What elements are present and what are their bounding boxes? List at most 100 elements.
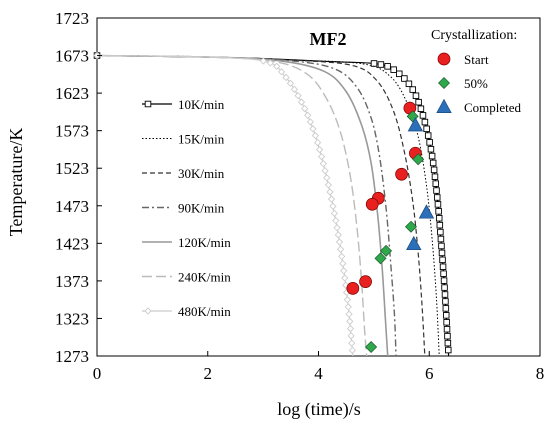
x-tick-label: 4 bbox=[314, 364, 323, 383]
series-line-90k-min bbox=[96, 54, 397, 357]
series-line-240k-min bbox=[96, 54, 368, 357]
series-point bbox=[343, 296, 352, 304]
marker-legend-label: 50% bbox=[464, 76, 488, 91]
series-point bbox=[294, 92, 302, 100]
ticks-layer: 0 2 4 6 8 1273 1323 1373 1423 1473 1523 1573 1623 167… bbox=[55, 9, 544, 383]
legend-label: 30K/min bbox=[178, 166, 225, 181]
series-point bbox=[438, 249, 446, 257]
series-point bbox=[433, 187, 440, 194]
series-point bbox=[332, 216, 340, 225]
series-point bbox=[396, 70, 403, 78]
series-point bbox=[340, 267, 348, 275]
series-point bbox=[321, 167, 329, 175]
series-point bbox=[277, 68, 286, 76]
series-point bbox=[313, 138, 322, 147]
series-point bbox=[442, 312, 450, 319]
x-tick-label: 8 bbox=[536, 364, 545, 383]
marker-legend-label: Completed bbox=[464, 100, 522, 115]
series-point bbox=[444, 332, 451, 340]
series-point bbox=[282, 73, 290, 82]
series-point bbox=[309, 125, 317, 133]
series-point bbox=[327, 195, 336, 203]
series-point bbox=[438, 242, 445, 250]
series-point bbox=[440, 270, 447, 277]
series-120k-min bbox=[96, 54, 389, 357]
series-point bbox=[329, 202, 337, 210]
half-point bbox=[404, 220, 417, 233]
series-point bbox=[334, 231, 342, 239]
start-point bbox=[346, 282, 360, 295]
series-point bbox=[335, 238, 344, 246]
series-point bbox=[326, 188, 334, 196]
series-point bbox=[431, 173, 439, 180]
series-point bbox=[348, 346, 356, 354]
series-point bbox=[423, 125, 430, 133]
legend-triangle-icon bbox=[436, 98, 452, 113]
x-axis-title: log (time)/s bbox=[277, 399, 361, 420]
series-point bbox=[306, 118, 315, 126]
x-tick-label: 0 bbox=[93, 364, 102, 383]
series-point bbox=[429, 159, 437, 167]
series-point bbox=[421, 118, 429, 126]
legend-item-30k-min: 30K/min bbox=[142, 166, 225, 181]
start-point bbox=[395, 167, 408, 181]
series-point bbox=[345, 310, 353, 318]
series-480k-min bbox=[93, 51, 356, 357]
series-point bbox=[297, 98, 306, 106]
series-point bbox=[426, 139, 433, 146]
marker-legend-item-completed: Completed bbox=[436, 98, 522, 115]
markers-layer bbox=[346, 101, 435, 353]
series-point bbox=[412, 92, 420, 100]
series-point bbox=[435, 208, 442, 215]
y-tick-label: 1373 bbox=[55, 272, 89, 291]
marker-legend-title: Crystallization: bbox=[431, 28, 517, 43]
x-tick-label: 6 bbox=[425, 364, 434, 383]
series-30k-min bbox=[96, 54, 426, 357]
series-point bbox=[323, 174, 331, 182]
half-point bbox=[365, 340, 378, 353]
series-point bbox=[316, 145, 324, 154]
start-point bbox=[365, 197, 379, 211]
legend-marker-diamond bbox=[144, 307, 152, 315]
series-point bbox=[311, 132, 320, 140]
series-point bbox=[336, 245, 345, 253]
series-point bbox=[347, 332, 355, 340]
series-point bbox=[436, 221, 444, 229]
y-tick-label: 1573 bbox=[55, 122, 89, 141]
legend-circle-icon bbox=[437, 52, 451, 66]
series-point bbox=[427, 145, 435, 153]
half-point bbox=[380, 244, 393, 257]
series-point bbox=[433, 194, 441, 201]
legend-item-240k-min: 240K/min bbox=[142, 270, 231, 285]
legend-item-10k-min: 10K/min bbox=[142, 97, 225, 112]
legend-diamond-icon bbox=[438, 77, 450, 89]
legend-label: 240K/min bbox=[178, 270, 231, 285]
series-point bbox=[430, 166, 438, 174]
series-point bbox=[390, 66, 397, 73]
series-point bbox=[346, 324, 355, 333]
y-tick-label: 1473 bbox=[55, 197, 89, 216]
marker-legend-item-50: 50% bbox=[438, 76, 488, 91]
series-point bbox=[441, 284, 448, 291]
half-point bbox=[374, 252, 387, 265]
series-point bbox=[290, 85, 299, 94]
series-10k-min bbox=[93, 52, 452, 357]
series-line-120k-min bbox=[96, 54, 389, 357]
legend-item-120k-min: 120K/min bbox=[142, 235, 231, 250]
series-point bbox=[442, 305, 450, 312]
series-point bbox=[440, 277, 448, 284]
half-point bbox=[412, 153, 425, 166]
y-tick-label: 1273 bbox=[55, 347, 89, 366]
series-point bbox=[434, 201, 442, 208]
series-point bbox=[259, 57, 267, 65]
series-point bbox=[266, 59, 274, 67]
series-point bbox=[341, 274, 349, 282]
legend-label: 15K/min bbox=[178, 132, 225, 147]
legend-item-90k-min: 90K/min bbox=[142, 201, 225, 216]
series-point bbox=[443, 319, 450, 326]
start-point bbox=[359, 275, 372, 288]
series-point bbox=[428, 152, 436, 160]
y-tick-label: 1673 bbox=[55, 47, 89, 66]
series-point bbox=[348, 339, 356, 347]
